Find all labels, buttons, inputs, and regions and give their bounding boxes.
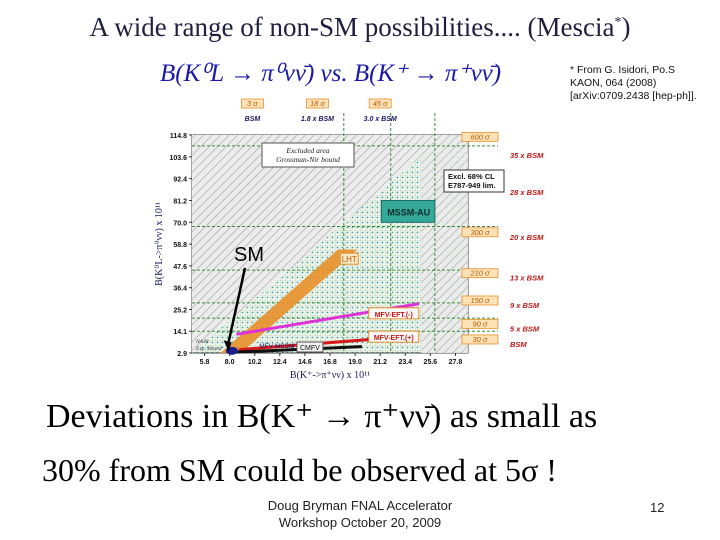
headline-line-1: Deviations in B(K⁺ → π⁺νν̄) as small as: [46, 398, 598, 435]
mfv-eft-plus-label: MFV-EFT.(+): [374, 335, 414, 342]
e787-label: Excl. 68% CL E787-949 lim.: [448, 172, 496, 190]
x-tick-label-9: 25.6: [424, 359, 438, 366]
right-marker-box-4: [461, 268, 499, 279]
e787-excluded-strip: [421, 135, 468, 353]
mfv-mssm-label: MFV-MSSM: [259, 343, 294, 350]
top-marker-sigma-0: 3 σ: [247, 99, 258, 108]
page-number: 12: [650, 500, 665, 515]
right-marker-box-3: [461, 227, 499, 238]
top-marker-sigma-1: 18 σ: [310, 99, 325, 108]
cmfv-label: CMFV: [300, 345, 320, 352]
right-marker-label-3: 20 x BSM: [509, 233, 544, 242]
right-marker-label-1: 35 x BSM: [510, 151, 544, 160]
right-marker-label-5: 9 x BSM: [510, 301, 540, 310]
chart: Excluded area Grossman-Nir bound Excl. 68%…: [150, 95, 560, 385]
right-marker-label-2: 28 x BSM: [509, 188, 544, 197]
mfv-mssm-line: [229, 345, 363, 354]
y-tick-label-7: 36.4: [173, 286, 187, 293]
cmfv-label-box: [296, 341, 324, 353]
right-marker-box-5: [461, 295, 499, 306]
footnote: * From G. Isidori, Po.S KAON, 064 (2008)…: [570, 64, 697, 102]
lht-label-box: [339, 252, 359, 265]
right-marker-sigma-3: 300 σ: [470, 228, 490, 237]
x-tick-label-3: 12.4: [273, 359, 287, 366]
footer-text: Doug Bryman FNAL Accelerator Workshop Oc…: [267, 498, 453, 530]
right-marker-sigma-6: 90 σ: [473, 319, 488, 328]
title-text: A wide range of non-SM possibilities....…: [89, 12, 615, 42]
x-tick-label-2: 10.2: [248, 359, 262, 366]
right-marker-sigma-0: 600 σ: [470, 132, 490, 141]
y-tick-label-5: 58.8: [173, 242, 187, 249]
title-footnote-mark: *: [614, 15, 622, 30]
mfv-eft-minus-label: MFV-EFT.(-): [375, 312, 413, 319]
y-tick-label-3: 81.2: [173, 198, 187, 205]
x-tick-label-7: 21.2: [373, 359, 387, 366]
right-marker-box-0: [461, 131, 499, 142]
right-marker-box-6: [461, 318, 499, 329]
na48-label: NA48 Exp. Bound: [195, 338, 222, 352]
sm-label: SM: [234, 244, 264, 266]
excluded-area-label: Excluded area Grossman-Nir bound: [276, 146, 340, 164]
x-tick-label-8: 23.4: [398, 359, 412, 366]
right-marker-label-4: 13 x BSM: [510, 274, 544, 283]
x-tick-label-10: 27.8: [449, 359, 463, 366]
right-marker-label-6: 5 x BSM: [510, 324, 540, 333]
lht-band: [220, 249, 358, 353]
x-axis-label: B(K⁺->π⁺νν) x 10¹¹: [290, 370, 370, 381]
excluded-region: [192, 135, 446, 353]
slide-title: A wide range of non-SM possibilities....…: [0, 12, 720, 43]
headline-line-2: 30% from SM could be observed at 5σ !: [42, 452, 557, 488]
x-tick-label-6: 19.0: [348, 359, 362, 366]
subtitle-formula: B(K⁰L → π⁰νν̄) vs. B(K⁺ → π⁺νν̄): [160, 60, 502, 87]
y-tick-label-4: 70.0: [173, 220, 187, 227]
mssm-au-label-box: [380, 199, 436, 223]
title-close: ): [621, 12, 631, 42]
y-tick-label-9: 14.1: [173, 329, 187, 336]
top-marker-sigma-2: 45 σ: [373, 99, 388, 108]
right-marker-box-7: [461, 334, 499, 345]
mssm-au-label: MSSM-AU: [387, 207, 430, 217]
top-marker-box-0: [241, 98, 264, 109]
right-marker-sigma-4: 210 σ: [469, 269, 490, 278]
y-axis-label: B(K⁰L->π⁰νν) x 10¹¹: [154, 202, 165, 286]
e787-label-box: [443, 169, 505, 193]
mfv-eft-plus-box: [368, 330, 420, 343]
top-marker-box-1: [306, 98, 329, 109]
y-tick-label-0: 114.8: [170, 133, 187, 140]
y-tick-label-10: 2.9: [177, 351, 187, 358]
sm-arrow-line: [226, 267, 247, 347]
x-tick-label-5: 16.8: [323, 359, 337, 366]
y-tick-label-1: 103.6: [169, 155, 187, 162]
lht-label: LHT: [342, 255, 357, 264]
x-tick-label-1: 8.0: [225, 359, 235, 366]
x-tick-label-4: 14.6: [298, 359, 312, 366]
right-marker-sigma-7: 30 σ: [473, 335, 488, 344]
y-tick-label-2: 92.4: [173, 177, 187, 184]
y-tick-label-8: 25.2: [173, 308, 187, 315]
top-marker-label-0: BSM: [245, 116, 261, 123]
top-marker-label-1: 1.8 x BSM: [301, 116, 334, 123]
x-tick-label-0: 5.8: [200, 359, 210, 366]
top-marker-box-2: [368, 98, 392, 109]
mfv-eft-minus-box: [368, 307, 420, 320]
sm-arrow-head: [223, 340, 232, 352]
top-marker-label-2: 3.0 x BSM: [364, 116, 397, 123]
excluded-area-label-box: [261, 142, 355, 168]
right-marker-sigma-5: 150 σ: [470, 296, 490, 305]
right-marker-label-7: BSM: [510, 340, 527, 349]
chart-svg: Excluded area Grossman-Nir bound Excl. 68%…: [154, 98, 544, 381]
y-tick-label-6: 47.6: [173, 264, 187, 271]
